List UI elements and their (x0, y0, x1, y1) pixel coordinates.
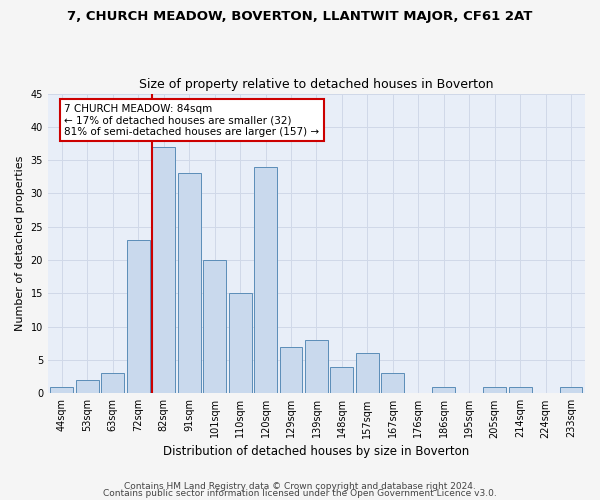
Bar (432, 386, 455, 394)
Bar (356, 354, 379, 394)
Bar (101, 374, 124, 394)
Bar (254, 167, 277, 394)
Text: 7, CHURCH MEADOW, BOVERTON, LLANTWIT MAJOR, CF61 2AT: 7, CHURCH MEADOW, BOVERTON, LLANTWIT MAJ… (67, 10, 533, 23)
Text: Contains public sector information licensed under the Open Government Licence v3: Contains public sector information licen… (103, 490, 497, 498)
X-axis label: Distribution of detached houses by size in Boverton: Distribution of detached houses by size … (163, 444, 470, 458)
Bar (560, 386, 583, 394)
Bar (76, 380, 99, 394)
Bar (483, 386, 506, 394)
Text: Contains HM Land Registry data © Crown copyright and database right 2024.: Contains HM Land Registry data © Crown c… (124, 482, 476, 491)
Text: 7 CHURCH MEADOW: 84sqm
← 17% of detached houses are smaller (32)
81% of semi-det: 7 CHURCH MEADOW: 84sqm ← 17% of detached… (64, 104, 320, 136)
Bar (509, 386, 532, 394)
Bar (305, 340, 328, 394)
Bar (331, 366, 353, 394)
Bar (152, 147, 175, 394)
Bar (50, 386, 73, 394)
Bar (382, 374, 404, 394)
Title: Size of property relative to detached houses in Boverton: Size of property relative to detached ho… (139, 78, 494, 91)
Y-axis label: Number of detached properties: Number of detached properties (15, 156, 25, 331)
Bar (280, 346, 302, 394)
Bar (203, 260, 226, 394)
Bar (229, 294, 251, 394)
Bar (178, 174, 200, 394)
Bar (127, 240, 150, 394)
